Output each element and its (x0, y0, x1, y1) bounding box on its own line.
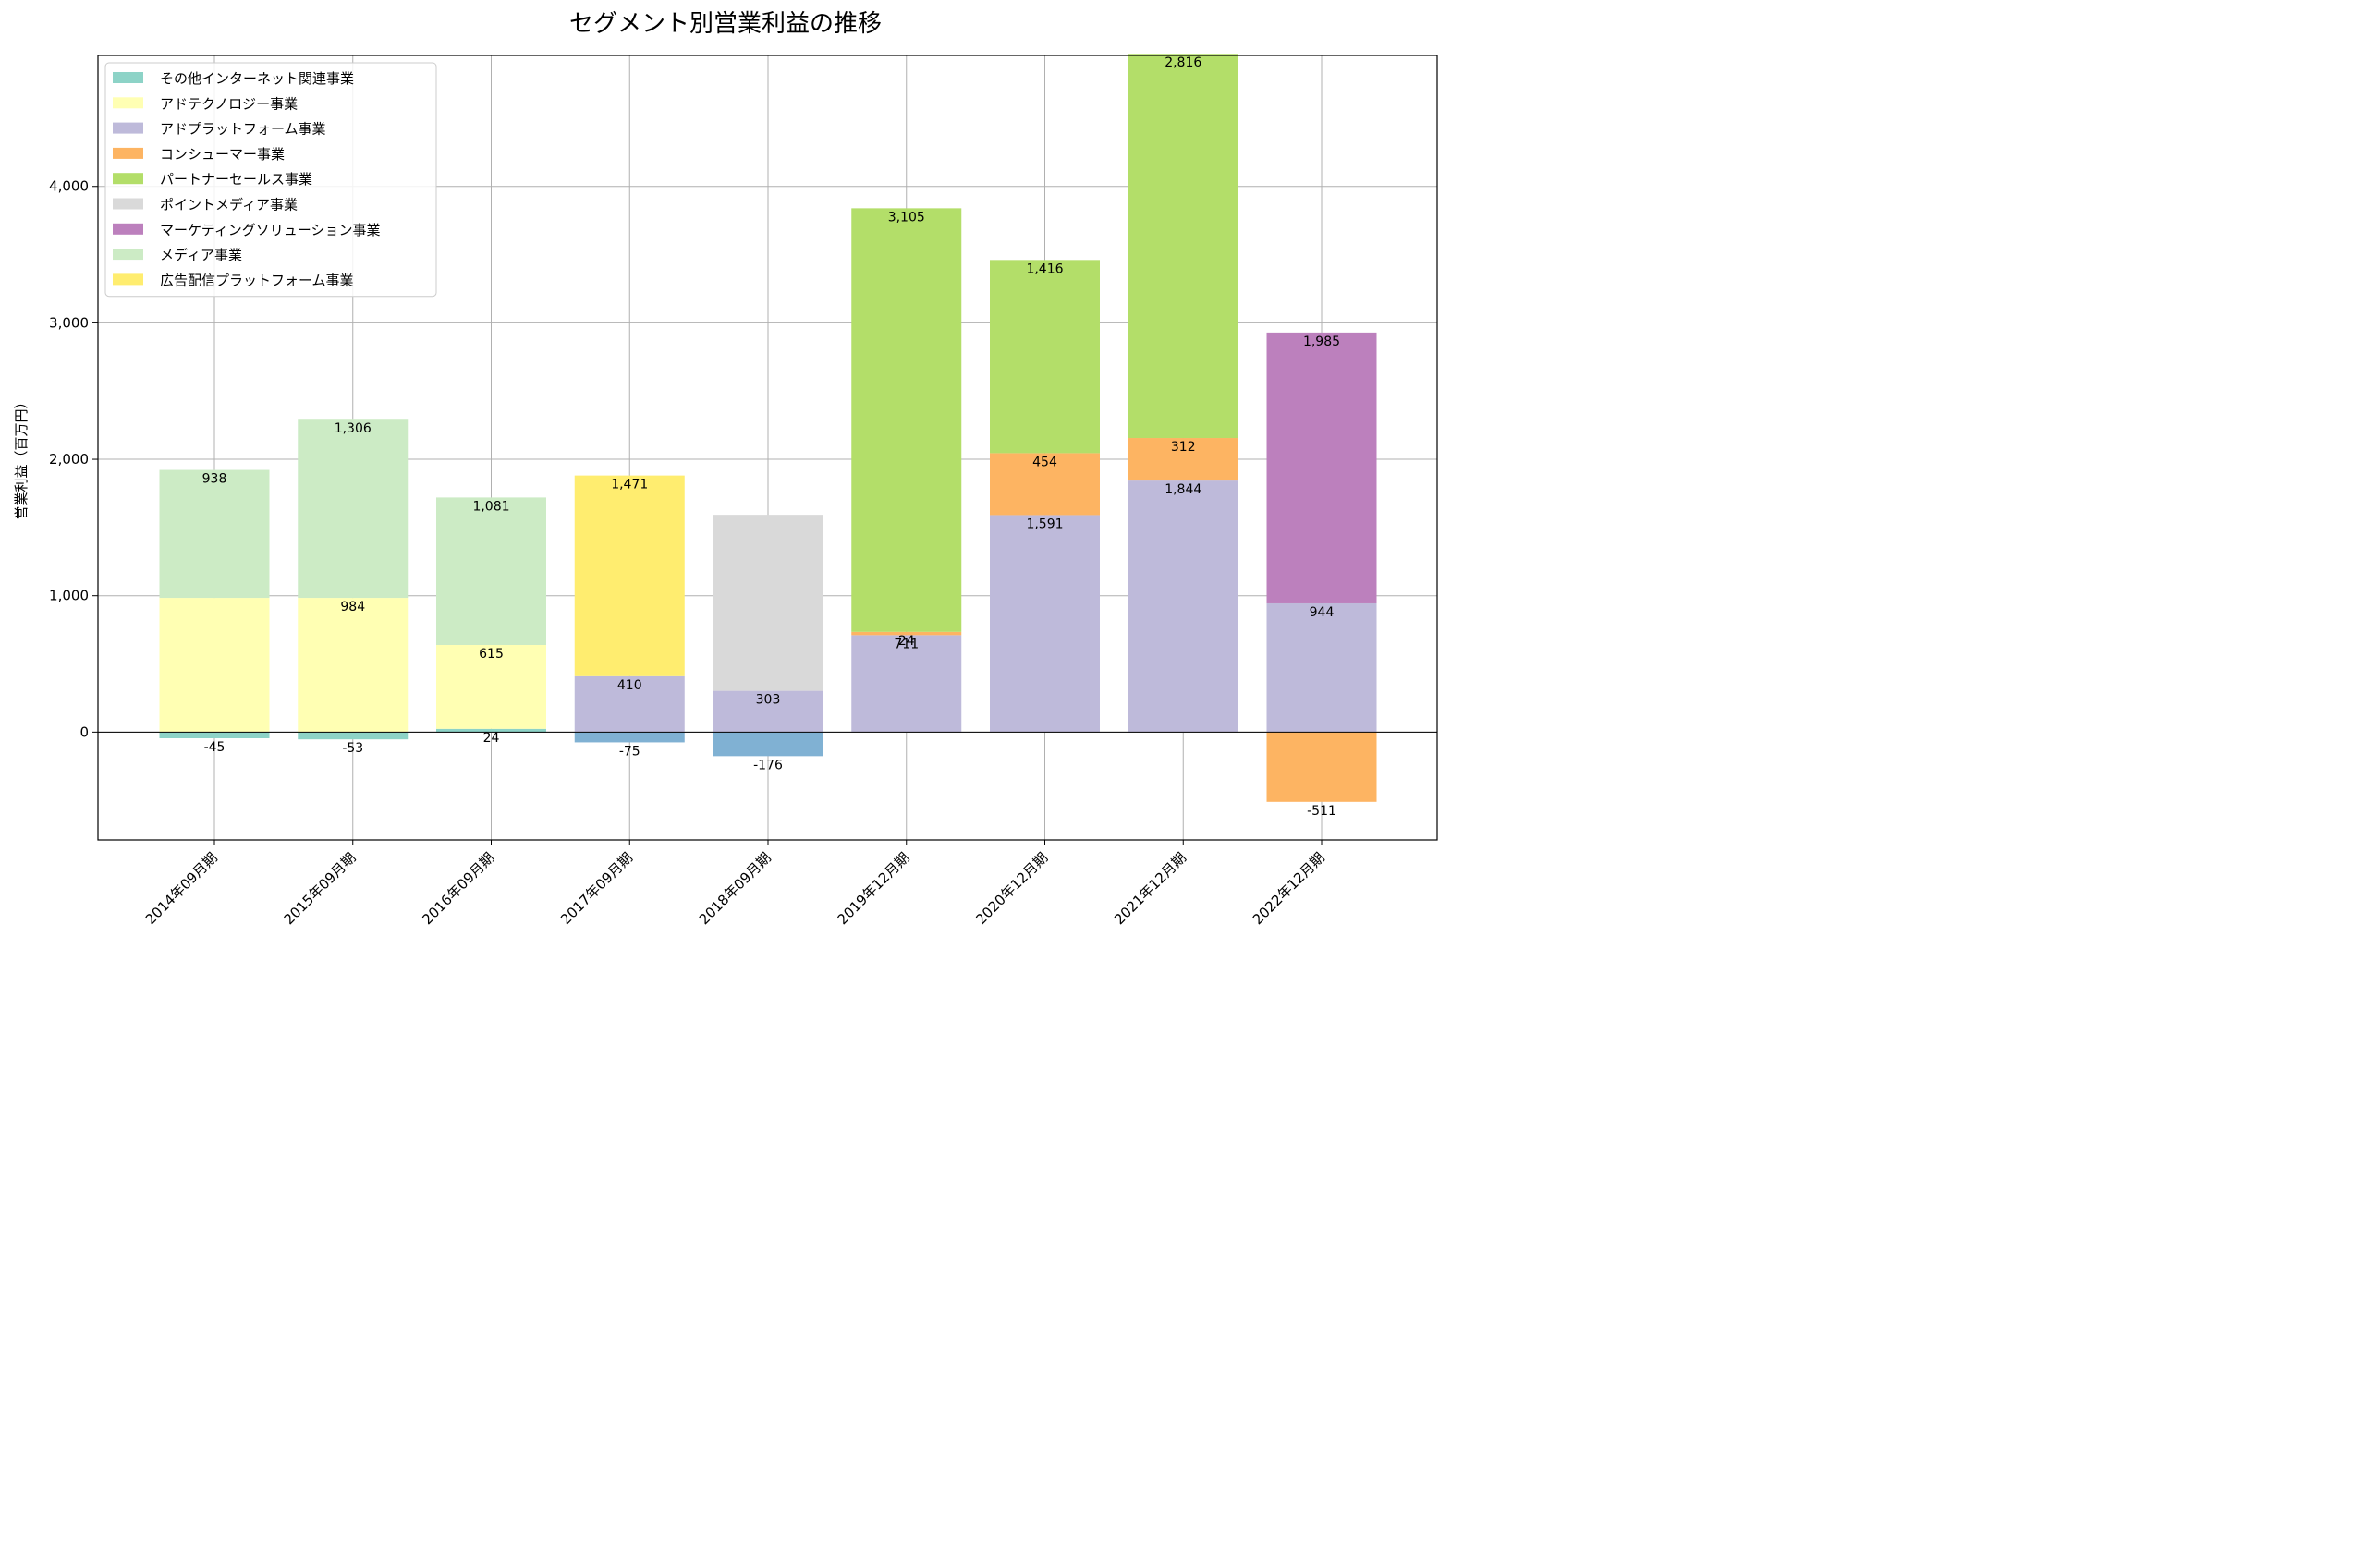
bar-segment (990, 453, 1100, 516)
legend-swatch (113, 173, 143, 185)
legend-label: アドプラットフォーム事業 (160, 121, 326, 138)
legend-label: ポイントメディア事業 (160, 197, 298, 213)
data-label: 1,081 (472, 499, 509, 514)
y-tick-label: 3,000 (49, 314, 89, 331)
data-label: 1,471 (611, 478, 648, 492)
data-label: 312 (1171, 440, 1196, 455)
bar-segment (1266, 602, 1377, 733)
bar-segment (574, 475, 685, 676)
data-label: 938 (202, 472, 227, 487)
data-label: 2,816 (1165, 55, 1201, 70)
x-tick-label: 2014年09月期 (142, 849, 221, 928)
bar-segment (990, 515, 1100, 733)
bar-segment (851, 631, 962, 636)
y-tick-label: 0 (79, 723, 89, 740)
data-label: -53 (342, 741, 363, 756)
bar-segment (436, 497, 546, 646)
legend-box (104, 62, 437, 298)
legend-label: その他インターネット関連事業 (160, 70, 354, 87)
x-tick-label: 2015年09月期 (281, 849, 360, 928)
legend-swatch (113, 72, 143, 83)
data-label: 984 (340, 600, 365, 614)
data-label: 24 (483, 731, 500, 746)
bar-segment (990, 260, 1100, 454)
bar-segment (574, 732, 685, 743)
data-label: 944 (1310, 605, 1335, 620)
legend-label: アドテクノロジー事業 (160, 95, 298, 112)
data-label: 1,985 (1303, 334, 1340, 349)
legend-label: パートナーセールス事業 (160, 171, 312, 188)
data-label: -75 (619, 744, 640, 759)
x-tick-label: 2022年12月期 (1250, 849, 1328, 928)
data-label: 24 (898, 634, 915, 649)
y-tick-label: 2,000 (49, 451, 89, 468)
y-tick-label: 1,000 (49, 588, 89, 604)
data-label: 615 (479, 647, 504, 662)
legend-swatch (113, 223, 143, 235)
legend-swatch (113, 122, 143, 134)
x-tick-label: 2019年12月期 (835, 849, 913, 928)
bar-segment (1128, 54, 1238, 439)
bar-segment (298, 419, 409, 599)
bar-segment (1128, 480, 1238, 733)
y-tick-label: 4,000 (49, 178, 89, 195)
bar-segment (298, 732, 409, 740)
data-label: -45 (204, 740, 226, 755)
bar-segment (851, 635, 962, 733)
x-tick-label: 2021年12月期 (1111, 849, 1189, 928)
data-label: 1,416 (1026, 261, 1063, 276)
legend-swatch (113, 249, 143, 261)
data-label: 454 (1032, 455, 1057, 469)
data-label: 1,844 (1165, 482, 1201, 497)
legend-swatch (113, 147, 143, 159)
bar-segment (713, 515, 823, 691)
legend-label: 広告配信プラットフォーム事業 (160, 272, 354, 288)
bar-segment (713, 690, 823, 733)
chart-title: セグメント別営業利益の推移 (569, 10, 882, 38)
bar-segment (159, 732, 270, 738)
bar-segment (1266, 332, 1377, 603)
data-label: 711 (894, 637, 919, 651)
segment-operating-profit-chart: セグメント別営業利益の推移 営業利益（百万円） -45 -53 24 -75 -176 9… (13, 10, 1438, 928)
x-tick-label: 2017年09月期 (557, 849, 636, 928)
legend-label: コンシューマー事業 (160, 146, 285, 163)
bar-segment (851, 208, 962, 632)
x-tick-label: 2020年12月期 (972, 849, 1051, 928)
data-labels: -45 -53 24 -75 -176 984 615 410 303 711 1,591 1,844… (202, 55, 1340, 819)
legend-swatch (113, 273, 143, 286)
legend-swatch (113, 198, 143, 210)
bar-segment (298, 598, 409, 733)
data-label: -176 (753, 758, 783, 772)
bar-segment (159, 469, 270, 599)
legend-swatch (113, 97, 143, 109)
data-label: 410 (617, 678, 642, 693)
data-label: 1,306 (335, 421, 372, 436)
bar-segment (159, 598, 270, 733)
data-label: 303 (756, 693, 781, 708)
bar-segment (436, 728, 546, 733)
legend-label: マーケティングソリューション事業 (160, 222, 381, 238)
data-label: 1,591 (1026, 517, 1063, 531)
y-axis-label: 営業利益（百万円） (13, 395, 30, 519)
bar-segment (713, 732, 823, 757)
legend: その他インターネット関連事業アドテクノロジー事業アドプラットフォーム事業コンシュ… (104, 62, 437, 298)
bar-segment (436, 645, 546, 729)
bars (159, 54, 1377, 802)
bar-segment (1128, 438, 1238, 481)
x-tick-label: 2018年09月期 (696, 849, 774, 928)
bar-segment (1266, 732, 1377, 802)
legend-label: メディア事業 (160, 247, 242, 263)
x-tick-label: 2016年09月期 (419, 849, 497, 928)
data-label: -511 (1307, 804, 1336, 819)
bar-segment (574, 675, 685, 733)
data-label: 3,105 (888, 210, 925, 225)
